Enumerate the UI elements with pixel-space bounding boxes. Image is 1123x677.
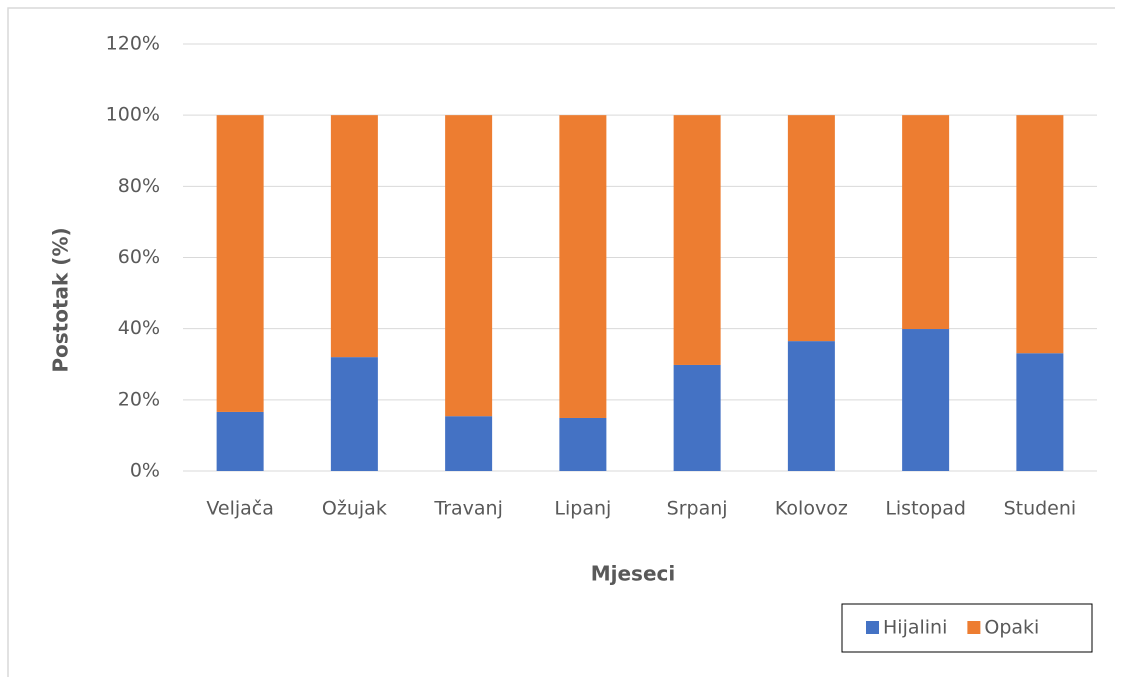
bar-segment [559, 115, 607, 418]
x-tick-label: Lipanj [554, 498, 611, 520]
bar-segment [1016, 353, 1064, 471]
legend-box [841, 603, 1093, 653]
bar-segment [787, 341, 835, 471]
x-tick-label: Travanj [433, 498, 502, 520]
bar-segment [673, 364, 721, 471]
y-tick-label: 60% [118, 246, 160, 268]
y-tick-label: 80% [118, 175, 160, 197]
y-tick-label: 100% [106, 104, 160, 126]
y-tick-label: 120% [106, 33, 160, 55]
y-axis-title: Postotak (%) [49, 227, 73, 372]
x-tick-label: Srpanj [667, 498, 728, 520]
x-tick-label: Veljača [206, 498, 274, 520]
bar-segment [559, 417, 607, 471]
bar-segment [330, 115, 378, 358]
x-tick-label: Ožujak [322, 498, 387, 520]
y-tick-label: 40% [118, 317, 160, 339]
x-tick-label: Listopad [885, 498, 966, 520]
x-tick-label: Kolovoz [775, 498, 848, 520]
frame [7, 7, 1115, 677]
bar-segment [787, 115, 835, 342]
bar-segment [1016, 115, 1064, 354]
y-tick-label: 0% [130, 460, 160, 482]
bar-segment [445, 416, 493, 471]
bar-segment [902, 115, 950, 330]
x-axis-title: Mjeseci [591, 562, 676, 586]
bar-segment [902, 329, 950, 471]
bar-segment [330, 357, 378, 471]
bar-segment [445, 115, 493, 417]
legend-swatch [967, 621, 981, 634]
y-tick-label: 20% [118, 388, 160, 410]
bar-segment [216, 115, 264, 412]
legend-label: Hijalini [883, 617, 947, 639]
bar-segment [673, 115, 721, 365]
bar-segment [216, 411, 264, 471]
legend-label: Opaki [984, 617, 1039, 639]
legend-swatch [866, 621, 879, 634]
x-tick-label: Studeni [1004, 498, 1077, 520]
